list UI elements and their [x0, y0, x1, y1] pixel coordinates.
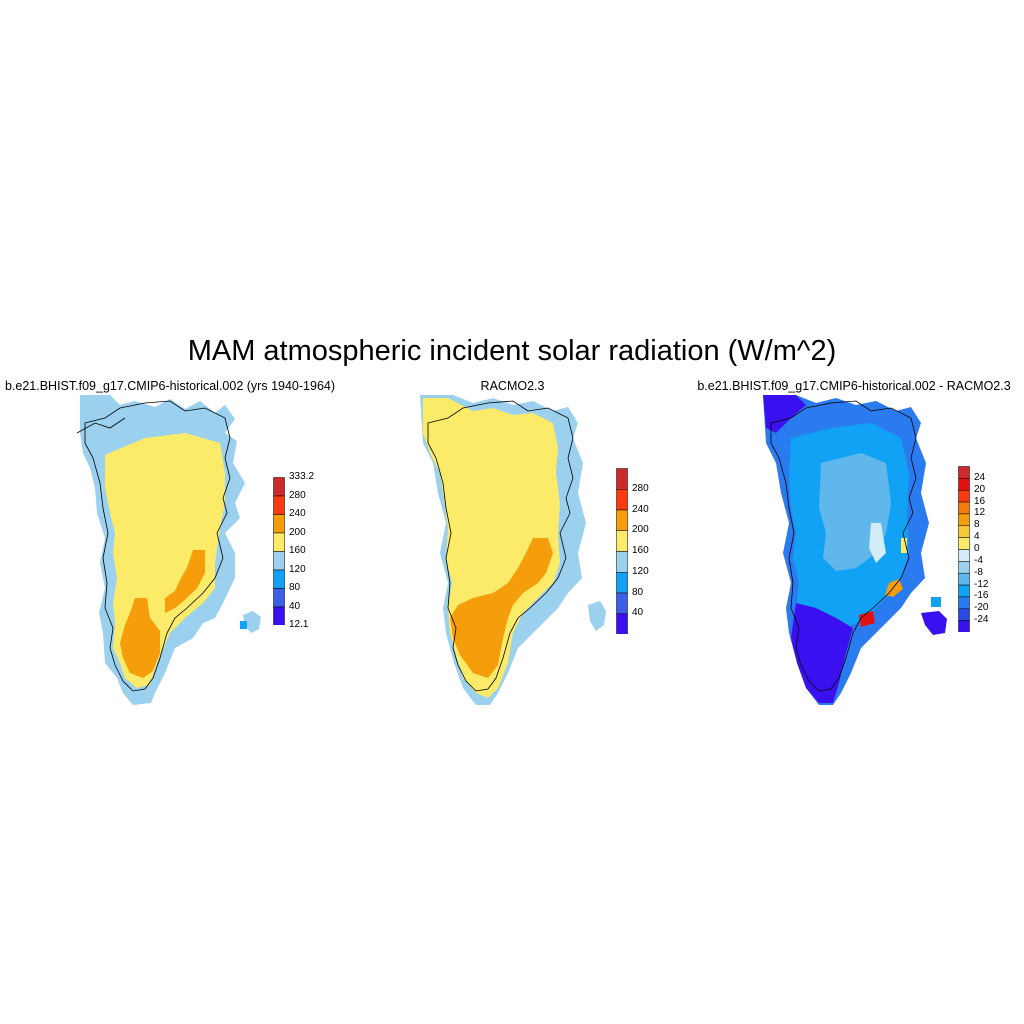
colorbar-tick-label: 280 [289, 489, 306, 501]
colorbar-tick-label: 8 [974, 519, 980, 531]
colorbar-tick-label: 160 [632, 545, 649, 556]
greenland-map [420, 395, 606, 705]
colorbar-box [273, 477, 285, 497]
colorbar-box [616, 613, 628, 634]
colorbar-tick-label: 200 [632, 524, 649, 536]
colorbar-box [273, 588, 285, 608]
panel-difference: b.e21.BHIST.f09_g17.CMIP6-historical.002… [684, 378, 1024, 718]
colorbar-box [616, 530, 628, 552]
colorbar-box [958, 561, 970, 574]
figure-title: MAM atmospheric incident solar radiation… [187, 335, 837, 367]
colorbar-box [958, 489, 970, 503]
colorbar-box [616, 489, 628, 511]
colorbar-tick-label: -24 [974, 614, 989, 626]
colorbar-tick-label: 80 [289, 582, 301, 593]
colorbar-tick-label: 120 [289, 563, 306, 575]
map-region-orange-east [165, 550, 205, 613]
coastline [770, 400, 917, 692]
colorbar-tick-label: 16 [974, 495, 986, 507]
panel-racmo: RACMO2.3 280 240 200 160 120 80 40 [340, 378, 685, 718]
colorbar-tick-label: -20 [974, 602, 989, 614]
colorbar-tick-label: 240 [289, 508, 306, 519]
colorbar-box [273, 495, 285, 515]
map-region-island [243, 611, 261, 633]
greenland-map [763, 395, 947, 705]
colorbar-box [273, 569, 285, 589]
colorbar-box [958, 525, 970, 538]
colorbar-box [616, 468, 628, 490]
colorbar-tick-label: -12 [974, 578, 989, 590]
colorbar-box [273, 606, 285, 625]
colorbar-box [958, 596, 970, 610]
colorbar-tick-label: 12.1 [289, 619, 309, 630]
colorbar-tick-label: -16 [974, 590, 989, 602]
colorbar-tick-label: 120 [632, 565, 649, 577]
colorbar-box [958, 478, 970, 491]
colorbar-tick-label: 80 [632, 586, 644, 598]
colorbar-box [616, 509, 628, 531]
map-region-island [921, 611, 947, 635]
colorbar-tick-label: 240 [632, 503, 649, 515]
colorbar-box [616, 551, 628, 573]
map-region-faint [869, 523, 886, 563]
map-region-island-blue [240, 621, 247, 629]
coastline [427, 400, 574, 692]
colorbar-box [958, 620, 970, 632]
colorbar-box [958, 572, 970, 586]
colorbar-box [958, 584, 970, 598]
greenland-map [76, 395, 261, 705]
colorbar-tick-label: 40 [632, 607, 644, 619]
colorbar-box [958, 549, 970, 562]
map-region-dark-north [763, 395, 806, 433]
colorbar-tick-label: 40 [289, 600, 301, 612]
coastline [84, 400, 231, 692]
colorbar-box [273, 532, 285, 552]
colorbar: 333.2 280 240 200 160 120 80 40 12.1 [273, 471, 343, 630]
colorbar-box [616, 592, 628, 614]
colorbar-box [958, 501, 970, 515]
colorbar: 280 240 200 160 120 80 40 [616, 468, 686, 638]
colorbar-boxes [958, 466, 970, 632]
colorbar-tick-label: 333.2 [289, 471, 315, 482]
colorbar-boxes [616, 468, 628, 634]
colorbar-tick-label: 24 [974, 471, 986, 483]
panel-title: RACMO2.3 [480, 379, 545, 393]
colorbar-box [958, 537, 970, 550]
colorbar-tick-label: 4 [974, 531, 980, 543]
map-region-island [588, 601, 606, 631]
map-region-dark [791, 603, 853, 703]
colorbar: 24 20 16 12 8 4 0 -4 -8 -12 -16 -20 -24 [958, 466, 1018, 636]
colorbar-boxes [273, 477, 285, 625]
map-region-orange-south [120, 598, 160, 678]
panel-title: b.e21.BHIST.f09_g17.CMIP6-historical.002… [697, 379, 1011, 393]
map-region-island-light [931, 597, 941, 607]
colorbar-box [958, 513, 970, 527]
colorbar-tick-label: 0 [974, 543, 980, 554]
map-region-orange [450, 538, 553, 678]
coastline-north [76, 417, 126, 434]
colorbar-tick-label: 12 [974, 507, 986, 519]
panel-model: b.e21.BHIST.f09_g17.CMIP6-historical.002… [0, 378, 340, 718]
colorbar-tick-label: -4 [974, 554, 983, 566]
colorbar-box [958, 466, 970, 479]
colorbar-box [273, 551, 285, 571]
colorbar-box [958, 608, 970, 621]
panel-title: b.e21.BHIST.f09_g17.CMIP6-historical.002… [4, 379, 336, 393]
colorbar-tick-label: 160 [289, 545, 306, 556]
map-region-red [859, 611, 875, 627]
colorbar-tick-label: 200 [289, 526, 306, 538]
colorbar-box [616, 572, 628, 594]
colorbar-box [273, 514, 285, 534]
colorbar-tick-label: 20 [974, 483, 986, 495]
colorbar-tick-label: 280 [632, 482, 649, 494]
colorbar-tick-label: -8 [974, 566, 983, 578]
